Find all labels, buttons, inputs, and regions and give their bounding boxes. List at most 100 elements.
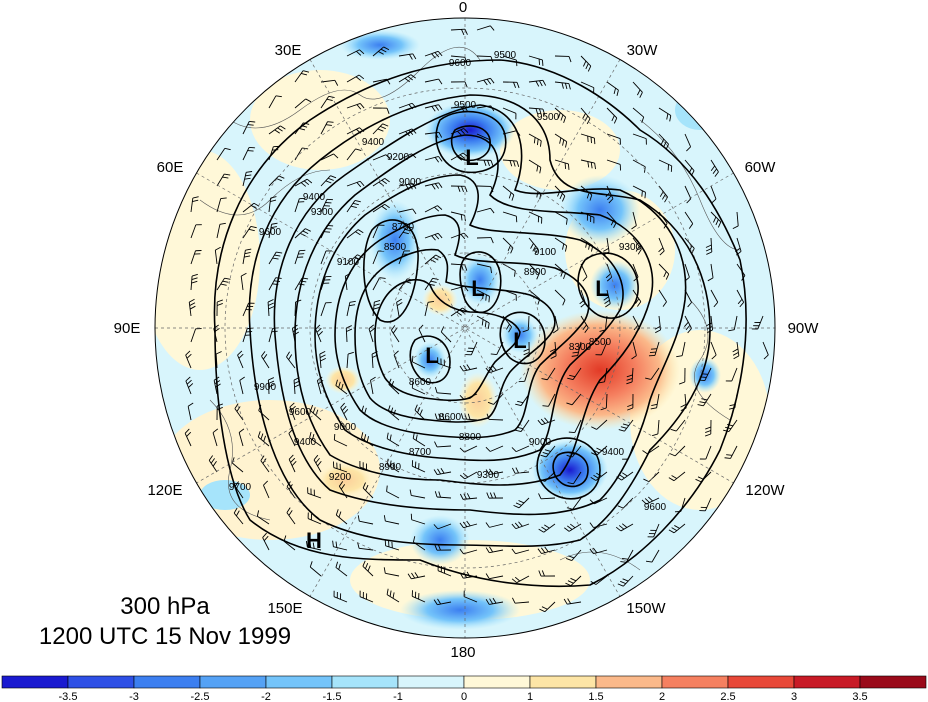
wind-barb [511, 597, 530, 604]
colorbar-tick-label: 1 [527, 691, 533, 702]
wind-barb [372, 154, 391, 161]
contour-label: 9000 [399, 177, 422, 188]
wind-barb [434, 441, 452, 448]
wind-barb [320, 250, 333, 265]
high-center-marker: H [306, 528, 322, 553]
wind-barb [372, 203, 390, 213]
wind-barb [234, 481, 244, 499]
colorbar-swatch [595, 675, 663, 689]
wind-barb [433, 598, 452, 606]
wind-barb [346, 229, 364, 239]
wind-barb [590, 471, 608, 481]
wind-barb [362, 560, 374, 577]
wind-barb [459, 493, 478, 500]
contour-label: 9100 [337, 257, 360, 268]
wind-barb [450, 285, 469, 292]
wind-barb [580, 55, 592, 72]
contour-label: 8700 [392, 222, 415, 233]
wind-barb [502, 237, 514, 254]
wind-barb [215, 351, 222, 369]
wind-barb [538, 570, 556, 577]
wind-barb [434, 491, 452, 499]
shaded-field [155, 18, 775, 638]
wind-barb [386, 485, 400, 499]
contour-label: 9600 [259, 227, 282, 238]
contour-label: 9200 [329, 472, 352, 483]
wind-barb [658, 159, 673, 172]
wind-barb [450, 232, 469, 240]
wind-barb [528, 133, 542, 147]
contour-label: 8900 [524, 267, 547, 278]
wind-barb [393, 350, 400, 369]
datetime-title: 1200 UTC 15 Nov 1999 [38, 623, 292, 650]
longitude-labels: 0 30W 60W 90W 120W 150W 180 150E 120E 90… [114, 0, 820, 661]
wind-barb [216, 147, 231, 161]
colorbar-tick-label: 2 [659, 691, 665, 702]
wind-barb [459, 471, 478, 480]
colorbar-tick-label: 3 [791, 691, 797, 702]
wind-barb [591, 419, 608, 430]
title-block: 300 hPa 1200 UTC 15 Nov 1999 [0, 592, 330, 652]
wind-barb [652, 419, 660, 437]
wind-barb [476, 25, 495, 31]
wind-barb [632, 107, 645, 123]
wind-barb [372, 107, 390, 114]
wind-barb [566, 393, 582, 406]
low-center-marker: L [465, 145, 478, 170]
wind-barb [684, 211, 694, 229]
wind-barb [476, 289, 490, 303]
wind-barb [707, 263, 714, 282]
contour-label: 9300 [311, 207, 334, 218]
wind-barb [732, 211, 739, 230]
contour-label: 9600 [289, 407, 312, 418]
wind-barb [335, 509, 348, 525]
wind-barb [568, 419, 582, 434]
wind-barb [564, 523, 582, 532]
wind-barb [257, 431, 270, 447]
lon-label-90e: 90E [114, 320, 141, 337]
wind-barb [580, 315, 589, 333]
wind-barb [396, 298, 403, 317]
wind-barb [332, 540, 348, 551]
contour-label: 9300 [619, 242, 642, 253]
contour-low-e-ring [577, 252, 639, 319]
wind-barb [370, 376, 376, 395]
wind-barb [565, 575, 582, 587]
wind-barb [631, 341, 637, 360]
wind-barb [372, 277, 386, 291]
colorbar-swatch [133, 675, 201, 689]
lon-label-60e: 60E [157, 159, 184, 176]
wind-barb [528, 79, 547, 87]
wind-barb [188, 298, 196, 317]
contour-label: 9400 [602, 447, 625, 458]
wind-barb [658, 289, 667, 307]
wind-barb [242, 121, 256, 135]
wind-barb [476, 207, 495, 214]
contour-low-1-ring [435, 110, 507, 174]
wind-barb [485, 468, 504, 476]
contour-label: 8600 [409, 377, 432, 388]
wind-barb [184, 428, 192, 447]
wind-barb [580, 107, 591, 125]
wind-barb [424, 182, 443, 190]
wind-barb [476, 159, 494, 167]
wind-barb [346, 200, 361, 213]
wind-barb [554, 81, 571, 90]
wind-barb [502, 81, 520, 89]
contour-label: 9900 [254, 382, 277, 393]
wind-barb [450, 152, 469, 161]
wind-barb [485, 597, 504, 605]
wind-barb [216, 222, 226, 239]
lon-label-0: 0 [459, 0, 467, 16]
wind-barb [372, 250, 385, 265]
lon-label-150e: 150E [267, 600, 302, 617]
wind-barb [267, 377, 275, 395]
wind-barb [513, 497, 530, 509]
contour-label: 9400 [303, 192, 326, 203]
contour-label: 9500 [494, 50, 517, 61]
wind-barb [486, 413, 504, 421]
wind-barb [617, 497, 634, 509]
wind-barb [485, 445, 504, 452]
wind-barb [485, 573, 504, 580]
wind-barb [242, 248, 252, 265]
